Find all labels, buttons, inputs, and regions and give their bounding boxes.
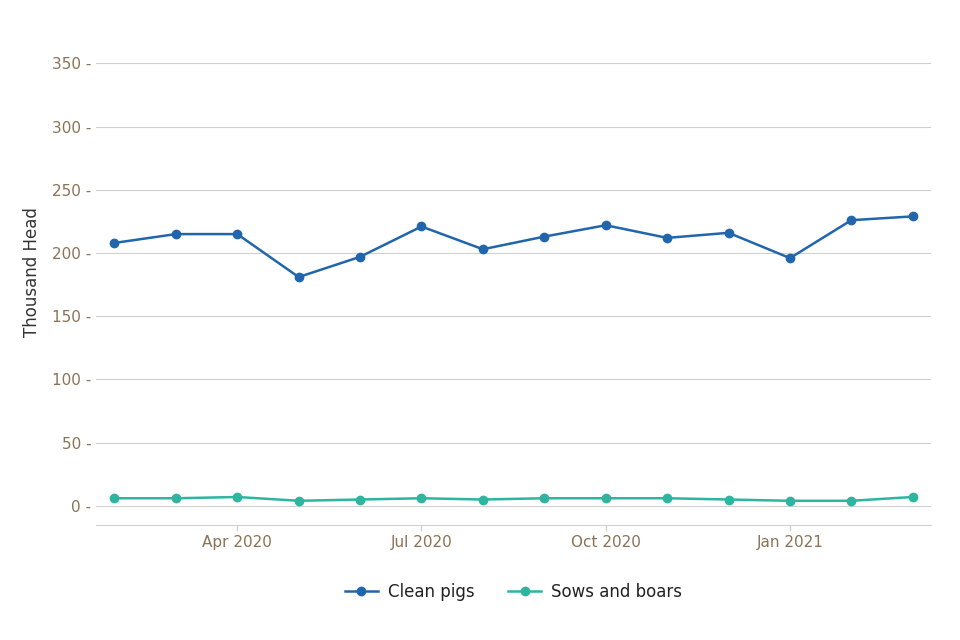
Y-axis label: Thousand Head: Thousand Head: [23, 207, 40, 337]
Legend: Clean pigs, Sows and boars: Clean pigs, Sows and boars: [338, 576, 689, 607]
